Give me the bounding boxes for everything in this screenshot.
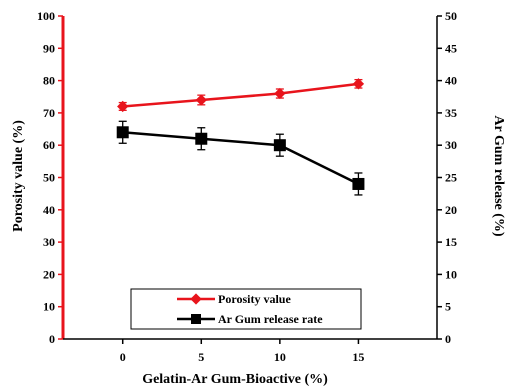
legend-marker-release (191, 314, 201, 324)
legend: Porosity value Ar Gum release rate (130, 288, 362, 330)
right-tick-label: 25 (445, 171, 457, 185)
series-release (116, 120, 365, 196)
x-axis-ticks: 0 5 10 15 (120, 339, 364, 364)
left-tick-label: 20 (43, 267, 55, 281)
legend-label-release: Ar Gum release rate (218, 312, 323, 326)
right-tick-label: 50 (445, 9, 457, 23)
x-tick-label: 0 (120, 350, 126, 364)
legend-label-porosity: Porosity value (218, 292, 291, 306)
left-tick-label: 50 (43, 171, 55, 185)
x-tick-label: 5 (198, 350, 204, 364)
right-tick-label: 45 (445, 41, 457, 55)
series-porosity (117, 78, 365, 113)
right-tick-label: 40 (445, 74, 457, 88)
data-point (116, 126, 129, 139)
data-point (195, 132, 208, 145)
right-axis-ticks: 0 5 10 15 20 25 30 35 40 45 50 (437, 9, 457, 346)
x-tick-label: 10 (274, 350, 286, 364)
left-tick-label: 100 (37, 9, 55, 23)
legend-box (130, 288, 362, 330)
right-y-axis-label: Ar Gum release (%) (491, 115, 506, 237)
left-tick-label: 30 (43, 235, 55, 249)
left-tick-label: 80 (43, 74, 55, 88)
right-tick-label: 15 (445, 235, 457, 249)
right-tick-label: 0 (445, 332, 451, 346)
legend-marker-porosity (190, 293, 202, 305)
x-tick-label: 15 (352, 350, 364, 364)
series-layer (116, 78, 365, 196)
series-line (122, 131, 359, 186)
right-tick-label: 30 (445, 138, 457, 152)
right-tick-label: 10 (445, 267, 457, 281)
data-point (352, 177, 365, 190)
x-axis-label: Gelatin-Ar Gum-Bioactive (%) (142, 372, 328, 387)
left-axis-ticks: 0 10 20 30 40 50 60 70 80 90 100 (37, 9, 63, 346)
left-tick-label: 0 (49, 332, 55, 346)
left-tick-label: 60 (43, 138, 55, 152)
right-tick-label: 20 (445, 203, 457, 217)
right-tick-label: 5 (445, 300, 451, 314)
left-tick-label: 70 (43, 106, 55, 120)
data-point (273, 139, 286, 152)
left-tick-label: 40 (43, 203, 55, 217)
left-tick-label: 10 (43, 300, 55, 314)
series-line (122, 82, 359, 108)
right-tick-label: 35 (445, 106, 457, 120)
left-y-axis-label: Porosity value (%) (11, 120, 26, 232)
data-point (195, 94, 207, 106)
left-tick-label: 90 (43, 41, 55, 55)
